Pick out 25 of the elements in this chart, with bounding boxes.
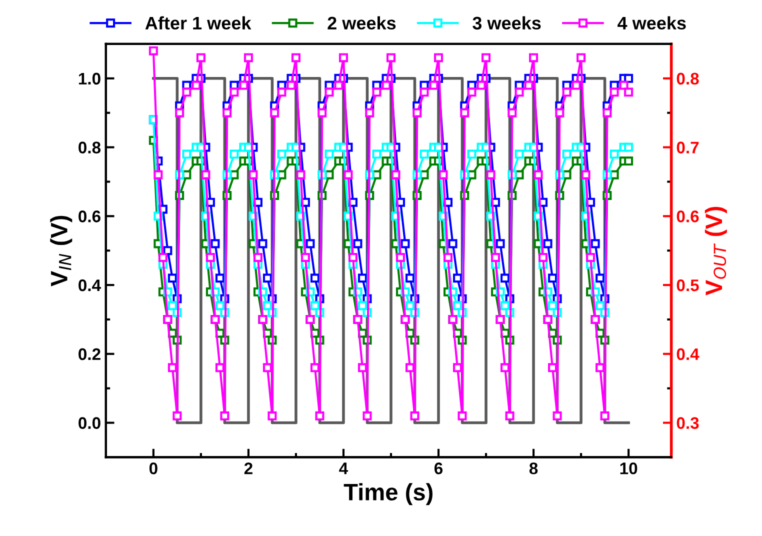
- legend-label: 2 weeks: [328, 16, 396, 30]
- x-axis-title: Time (s): [344, 483, 433, 506]
- legend-label: 4 weeks: [618, 16, 686, 30]
- legend-label: 3 weeks: [472, 16, 541, 30]
- y-tick-label: 0.4: [78, 279, 101, 292]
- y-tick-label: 0.2: [78, 348, 100, 360]
- x-tick-label: 4: [339, 462, 348, 474]
- x-tick-label: 10: [620, 462, 638, 474]
- y-tick-label: 0.6: [78, 210, 100, 222]
- y2-tick-label: 0.4: [676, 348, 700, 360]
- x-tick-label: 8: [529, 462, 538, 474]
- y2-tick-label: 0.3: [676, 417, 699, 429]
- y-axis-title: V$_{IN}$ (V): [50, 216, 72, 286]
- y2-tick-label: 0.6: [676, 210, 699, 222]
- y2-tick-label: 0.7: [676, 142, 699, 154]
- x-tick-label: 0: [149, 462, 158, 474]
- y-tick-label: 0.8: [78, 142, 101, 154]
- legend-label: After 1 week: [145, 16, 252, 30]
- y-tick-label: 0.0: [78, 417, 100, 429]
- y-tick-label: 1.0: [78, 72, 100, 85]
- y2-axis-title: V$_{OUT}$ (V): [704, 206, 727, 296]
- y2-tick-label: 0.5: [676, 279, 699, 292]
- y2-tick-label: 0.8: [676, 72, 699, 85]
- x-tick-label: 6: [434, 462, 443, 474]
- x-tick-label: 2: [244, 462, 252, 474]
